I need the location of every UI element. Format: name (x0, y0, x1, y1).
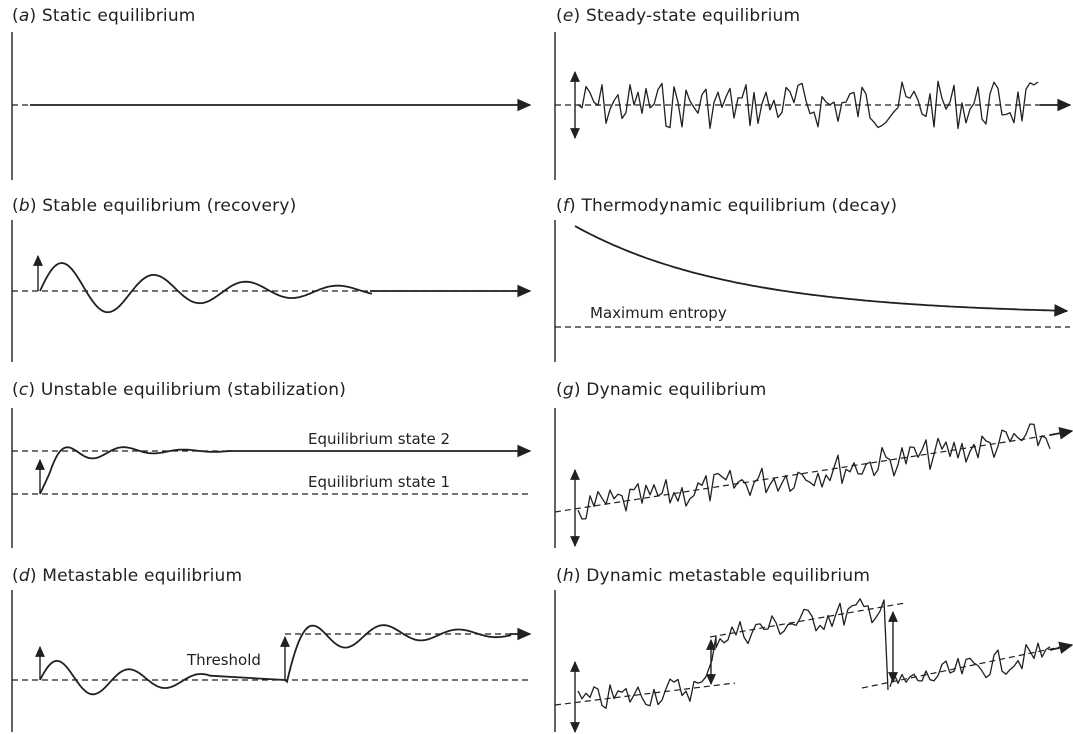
panel-h-trend-line-2 (709, 602, 906, 638)
panel-f-decay-curve (574, 225, 1069, 317)
panel-f-plot: Maximum entropy (554, 220, 1070, 362)
panel-e-title: (e) Steady-state equilibrium (556, 6, 801, 26)
panel-b-title-text: Stable equilibrium (recovery) (42, 196, 297, 216)
panel-e-title-text: Steady-state equilibrium (585, 6, 801, 26)
panel-f-title-text: Thermodynamic equilibrium (decay) (581, 196, 898, 216)
panel-b-plot (11, 220, 532, 362)
panel-d-letter: d (18, 566, 30, 586)
panel-d-plot: Threshold (11, 590, 532, 732)
panel-f-title: (f) Thermodynamic equilibrium (decay) (556, 196, 898, 216)
panel-b-title: (b) Stable equilibrium (recovery) (12, 196, 297, 216)
panel-a-plot (11, 32, 532, 180)
panel-h-end-arrow (1049, 641, 1073, 654)
panel-g-fluctuation-series (577, 423, 1051, 520)
panel-c-label-state1: Equilibrium state 1 (308, 473, 450, 491)
panel-b-recovery-curve (39, 262, 373, 314)
panel-c-label-state2: Equilibrium state 2 (308, 430, 450, 448)
panel-d-title-text: Metastable equilibrium (42, 566, 243, 586)
panel-b-letter: b (18, 196, 30, 216)
panel-h-trend-line-1 (554, 682, 736, 706)
panel-d-metastable-curve (39, 624, 512, 696)
panel-h-title: (h) Dynamic metastable equilibrium (556, 566, 871, 586)
panel-g-title: (g) Dynamic equilibrium (556, 380, 767, 400)
panel-a-letter: a (18, 6, 30, 26)
panel-d-label-threshold: Threshold (186, 651, 261, 669)
panel-c-title: (c) Unstable equilibrium (stabilization) (12, 380, 347, 400)
panel-h-letter: h (562, 566, 574, 586)
panel-h-series-segment-2 (889, 642, 1051, 688)
panel-c-title-text: Unstable equilibrium (stabilization) (40, 380, 347, 400)
panel-f-letter: f (562, 196, 570, 216)
panel-e-fluctuation-series (577, 80, 1039, 130)
panel-e-plot (554, 32, 1072, 180)
panel-h-series-segment-1 (577, 598, 889, 710)
panel-e-letter: e (562, 6, 574, 26)
panel-f-label-entropy: Maximum entropy (590, 304, 727, 322)
panel-a-title-text: Static equilibrium (41, 6, 196, 26)
panel-h-plot (554, 590, 1073, 734)
panel-g-letter: g (562, 380, 574, 400)
panel-a-title: (a) Static equilibrium (12, 6, 196, 26)
panel-c-plot: Equilibrium state 2 Equilibrium state 1 (11, 408, 532, 548)
panel-h-title-text: Dynamic metastable equilibrium (586, 566, 871, 586)
panel-d-title: (d) Metastable equilibrium (12, 566, 243, 586)
panel-g-end-arrow (1049, 427, 1073, 440)
panel-c-letter: c (18, 380, 29, 400)
panel-g-trend-line (554, 431, 1071, 513)
panel-c-transition-curve (39, 446, 231, 495)
panel-g-plot (554, 408, 1073, 548)
panel-g-title-text: Dynamic equilibrium (586, 380, 767, 400)
